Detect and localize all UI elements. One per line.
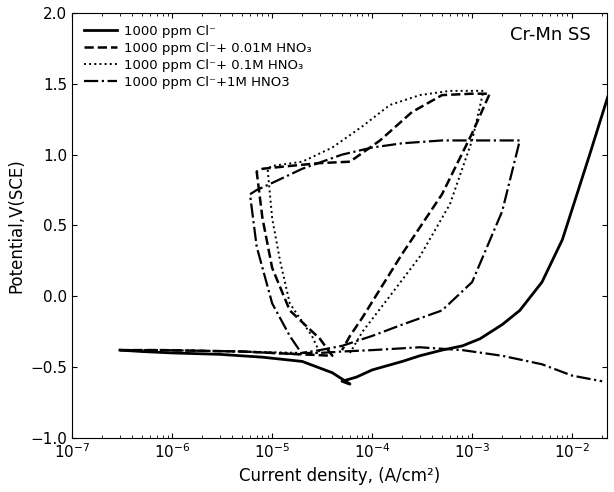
X-axis label: Current density, (A/cm²): Current density, (A/cm²) xyxy=(239,467,440,485)
Y-axis label: Potential,V(SCE): Potential,V(SCE) xyxy=(7,158,25,293)
Legend: 1000 ppm Cl⁻, 1000 ppm Cl⁻+ 0.01M HNO₃, 1000 ppm Cl⁻+ 0.1M HNO₃, 1000 ppm Cl⁻+1M: 1000 ppm Cl⁻, 1000 ppm Cl⁻+ 0.01M HNO₃, … xyxy=(79,20,317,94)
Text: Cr-Mn SS: Cr-Mn SS xyxy=(510,26,591,44)
